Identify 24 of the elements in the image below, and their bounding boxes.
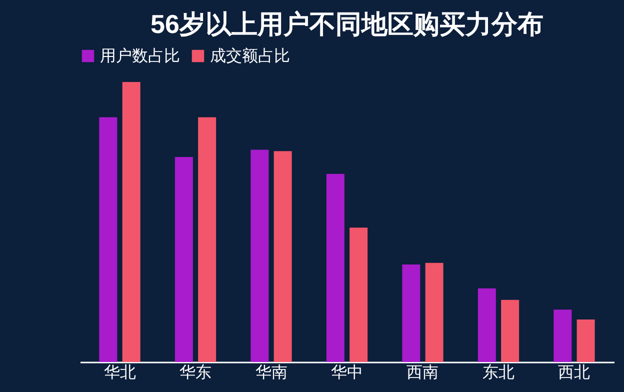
bar (350, 228, 368, 362)
bar (99, 117, 118, 362)
x-tick-label: 华南 (255, 364, 288, 382)
bar (402, 264, 420, 362)
x-tick-label: 西南 (406, 364, 439, 382)
x-tick-label: 华东 (180, 364, 212, 382)
x-tick-label: 华北 (104, 364, 136, 382)
bar (478, 288, 496, 362)
x-tick-label: 西北 (558, 364, 590, 382)
legend-label: 成交额占比 (210, 47, 290, 65)
bar (274, 151, 292, 362)
bar (576, 319, 595, 362)
bar (174, 157, 193, 362)
legend-label: 用户数占比 (100, 47, 180, 65)
bar (501, 300, 520, 362)
bar (326, 174, 344, 362)
bar (198, 117, 216, 362)
x-tick-label: 华中 (331, 364, 363, 382)
x-tick-label: 东北 (482, 364, 514, 382)
bar (250, 150, 269, 362)
bar (554, 310, 572, 362)
chart-title: 56岁以上用户不同地区购买力分布 (150, 9, 544, 39)
bar (122, 82, 140, 362)
bar (425, 262, 444, 362)
